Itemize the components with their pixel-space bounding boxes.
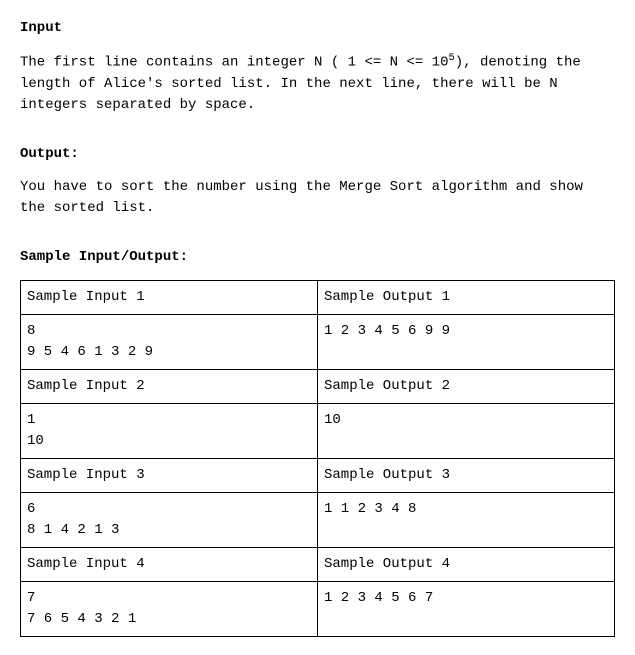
table-cell-output: 10 [318,403,615,458]
table-row: Sample Input 3 Sample Output 3 [21,458,615,492]
input-heading: Input [20,18,615,39]
table-cell-input: 7 7 6 5 4 3 2 1 [21,581,318,636]
table-cell-input: 6 8 1 4 2 1 3 [21,492,318,547]
input-text-pre: The first line contains an integer N ( 1… [20,55,448,71]
table-cell-input: Sample Input 4 [21,547,318,581]
table-cell-output: Sample Output 4 [318,547,615,581]
table-row: 8 9 5 4 6 1 3 2 9 1 2 3 4 5 6 9 9 [21,314,615,369]
sample-io-tbody: Sample Input 1 Sample Output 1 8 9 5 4 6… [21,280,615,636]
table-row: 6 8 1 4 2 1 3 1 1 2 3 4 8 [21,492,615,547]
table-cell-output: 1 2 3 4 5 6 7 [318,581,615,636]
table-cell-output: Sample Output 1 [318,280,615,314]
sample-io-table: Sample Input 1 Sample Output 1 8 9 5 4 6… [20,280,615,637]
table-cell-output: Sample Output 3 [318,458,615,492]
sample-io-heading: Sample Input/Output: [20,247,615,268]
table-cell-input: 1 10 [21,403,318,458]
table-cell-input: Sample Input 3 [21,458,318,492]
table-row: Sample Input 1 Sample Output 1 [21,280,615,314]
table-row: Sample Input 2 Sample Output 2 [21,369,615,403]
output-description: You have to sort the number using the Me… [20,177,615,219]
table-cell-input: 8 9 5 4 6 1 3 2 9 [21,314,318,369]
table-cell-output: 1 2 3 4 5 6 9 9 [318,314,615,369]
table-cell-input: Sample Input 1 [21,280,318,314]
table-row: 7 7 6 5 4 3 2 1 1 2 3 4 5 6 7 [21,581,615,636]
table-cell-output: 1 1 2 3 4 8 [318,492,615,547]
table-cell-output: Sample Output 2 [318,369,615,403]
output-heading: Output: [20,144,615,165]
input-description: The first line contains an integer N ( 1… [20,51,615,116]
table-row: Sample Input 4 Sample Output 4 [21,547,615,581]
table-cell-input: Sample Input 2 [21,369,318,403]
table-row: 1 10 10 [21,403,615,458]
